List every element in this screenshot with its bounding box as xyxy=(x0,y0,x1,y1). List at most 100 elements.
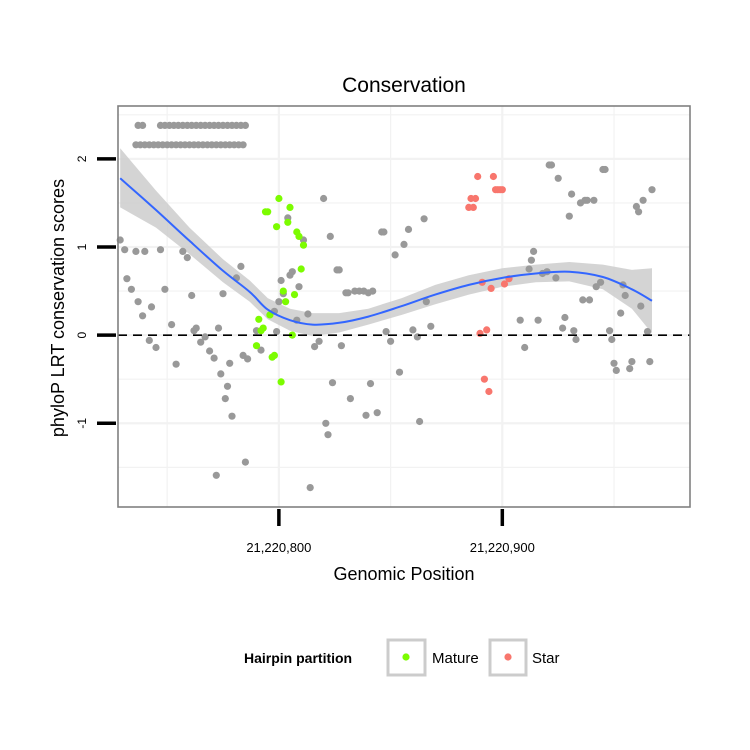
point-other xyxy=(288,268,296,276)
point-other xyxy=(147,303,156,311)
point-other xyxy=(201,333,209,341)
point-mature xyxy=(279,287,287,295)
point-other xyxy=(617,309,625,317)
point-other xyxy=(409,326,417,334)
point-mature xyxy=(270,351,278,359)
point-other xyxy=(637,302,645,310)
point-other xyxy=(197,338,205,346)
point-other xyxy=(139,312,147,320)
point-other xyxy=(570,327,578,335)
point-mature xyxy=(286,203,294,211)
point-other xyxy=(239,141,247,149)
point-other xyxy=(156,246,165,254)
point-other xyxy=(608,335,616,344)
point-other xyxy=(643,328,652,336)
data-points xyxy=(116,121,656,492)
point-other xyxy=(121,246,129,254)
point-other xyxy=(132,247,140,255)
point-other xyxy=(337,342,345,350)
legend-title: Hairpin partition xyxy=(244,650,352,666)
point-mature xyxy=(255,315,263,323)
point-other xyxy=(192,324,200,332)
smooth-ribbon xyxy=(120,148,652,336)
point-other xyxy=(527,256,536,264)
point-other xyxy=(422,298,430,306)
point-other xyxy=(585,296,594,304)
point-other xyxy=(241,458,249,466)
y-tick-label: 0 xyxy=(75,331,89,338)
plot-panel-border xyxy=(117,105,691,508)
point-other xyxy=(134,298,142,306)
point-other xyxy=(606,327,614,335)
point-other xyxy=(335,266,343,274)
point-other xyxy=(273,328,281,336)
point-mature xyxy=(299,241,308,249)
legend-label-mature: Mature xyxy=(432,650,479,667)
point-other xyxy=(612,366,620,374)
point-star xyxy=(483,326,491,334)
point-other xyxy=(521,343,529,352)
point-other xyxy=(346,395,354,403)
point-star xyxy=(469,203,477,211)
point-other xyxy=(244,355,252,363)
point-other xyxy=(223,382,232,390)
point-mature xyxy=(297,265,305,273)
point-other xyxy=(601,165,609,174)
point-star xyxy=(474,172,482,181)
point-other xyxy=(590,196,598,204)
point-mature xyxy=(252,342,261,350)
legend-item-star: Star xyxy=(488,638,560,677)
point-other xyxy=(416,417,424,426)
axes: -1 0 1 2 21,220,800 21,220,900 xyxy=(75,155,535,555)
legend-label-star: Star xyxy=(532,650,560,667)
point-mature xyxy=(259,324,267,332)
chart-title: Conservation xyxy=(342,74,466,97)
point-other xyxy=(221,395,229,403)
point-other xyxy=(344,289,352,297)
point-other xyxy=(324,431,332,439)
point-other xyxy=(382,328,390,336)
point-other xyxy=(179,247,187,255)
point-other xyxy=(547,161,556,169)
point-other xyxy=(139,121,147,129)
point-other xyxy=(328,379,337,387)
point-mature xyxy=(290,291,299,299)
point-other xyxy=(610,359,618,367)
point-other xyxy=(592,283,600,291)
y-tick-label: 2 xyxy=(75,155,89,162)
point-other xyxy=(635,208,643,216)
point-other xyxy=(217,370,225,378)
point-other xyxy=(315,337,323,345)
legend-item-mature: Mature xyxy=(386,638,479,677)
point-other xyxy=(257,346,265,354)
point-other xyxy=(127,285,135,293)
confidence-ribbon xyxy=(120,148,652,336)
point-other xyxy=(579,296,587,304)
point-star xyxy=(500,280,509,288)
point-other xyxy=(322,419,330,427)
point-other xyxy=(648,186,656,194)
point-mature xyxy=(282,298,290,306)
point-star xyxy=(485,387,493,396)
point-other xyxy=(387,337,395,345)
point-other xyxy=(277,276,285,285)
point-mature xyxy=(295,232,303,240)
y-axis-label: phyloP LRT conservation scores xyxy=(48,179,68,437)
point-other xyxy=(621,291,629,300)
point-mature xyxy=(284,218,292,226)
point-other xyxy=(626,365,634,373)
point-other xyxy=(597,278,605,286)
point-other xyxy=(210,354,218,362)
point-other xyxy=(404,225,413,233)
point-mature xyxy=(264,208,272,216)
point-other xyxy=(304,310,312,318)
legend: Hairpin partition Mature Star xyxy=(244,638,560,677)
point-star xyxy=(489,172,497,181)
point-other xyxy=(534,316,542,324)
point-other xyxy=(320,194,328,203)
point-other xyxy=(646,358,654,366)
point-other xyxy=(172,360,180,368)
point-other xyxy=(228,412,236,420)
x-tick-label: 21,220,800 xyxy=(246,540,311,555)
